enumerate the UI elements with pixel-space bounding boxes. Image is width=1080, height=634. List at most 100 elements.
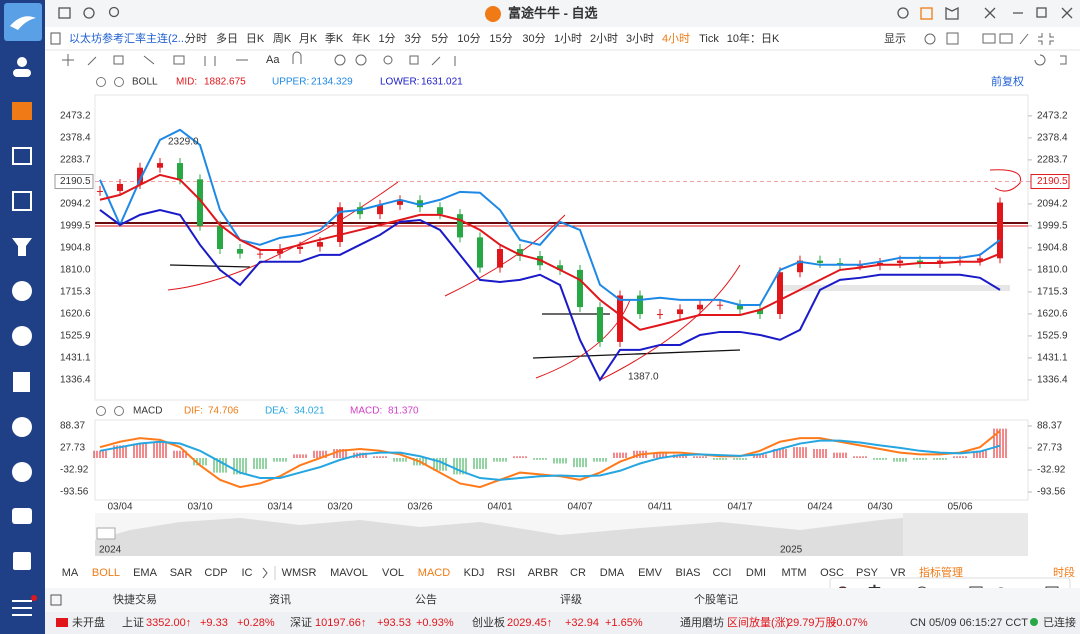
indicator-tab[interactable]: VOL [382, 567, 404, 579]
display-menu[interactable]: 显示 [884, 32, 906, 45]
candle [217, 225, 223, 250]
y-tick-label: 1904.8 [1037, 243, 1068, 254]
indicator-tab[interactable]: OSC [820, 567, 844, 579]
candle [717, 304, 723, 306]
status-cy-price: 2029.45↑ [507, 617, 552, 629]
candle [597, 307, 603, 342]
panel-toggle[interactable] [50, 32, 61, 45]
indicator-tab[interactable]: MA [62, 567, 79, 579]
timeframe-tab[interactable]: 5分 [431, 32, 448, 45]
title-icons[interactable] [58, 6, 1073, 20]
candle [697, 304, 703, 310]
boll-line [99, 208, 1001, 382]
annotation: 1387.0 [628, 372, 659, 383]
indicator-tab[interactable]: WMSR [282, 567, 317, 579]
y-tick-label: 2094.2 [60, 199, 91, 210]
y-tick-label: 1431.1 [1037, 353, 1068, 364]
indicator-tab[interactable]: CCI [713, 567, 732, 579]
bottom-tab[interactable]: 评级 [560, 593, 582, 606]
last-price-box [54, 174, 94, 190]
status-stock: 通用磨坊 [680, 615, 724, 629]
x-tick-label: 04/01 [487, 502, 512, 513]
x-tick-label: 03/04 [107, 502, 132, 513]
candle [677, 309, 683, 315]
indicator-tab[interactable]: EMV [638, 567, 663, 579]
y-tick-label: 1999.5 [1037, 221, 1068, 232]
indicator-tab[interactable]: MAVOL [330, 567, 368, 579]
timeframe-tab[interactable]: 3小时 [626, 32, 654, 45]
candle [397, 200, 403, 205]
navigator-window[interactable] [903, 513, 1028, 556]
timeframe-tab[interactable]: 2小时 [590, 32, 618, 45]
indicator-tab[interactable]: VR [890, 567, 905, 579]
bottom-tab[interactable]: 公告 [415, 593, 437, 606]
x-tick-label: 03/10 [187, 502, 212, 513]
y-tick-label: 1336.4 [1037, 375, 1068, 386]
indicator-tools[interactable] [96, 77, 124, 416]
annotation: 2329.0 [168, 137, 199, 148]
boll-lower-label: LOWER: [380, 77, 419, 88]
navigator-area [95, 518, 903, 556]
sidebar-icons[interactable] [12, 57, 37, 616]
candle [517, 249, 523, 256]
timeframe-tab[interactable]: 1分 [378, 32, 395, 45]
indicator-tab[interactable]: CR [570, 567, 586, 579]
indicator-tab[interactable]: CDP [204, 567, 227, 579]
timeframe-tab[interactable]: 日K [246, 33, 265, 45]
more-indicators[interactable] [262, 567, 268, 579]
x-tick-label: 04/24 [807, 502, 832, 513]
text-tool[interactable]: Aa [266, 54, 280, 66]
year-label: 2025 [780, 545, 803, 556]
indicator-tab[interactable]: MACD [418, 567, 450, 579]
x-tick-label: 03/26 [407, 502, 432, 513]
timeframe-tab[interactable]: Tick [699, 33, 719, 45]
app-title: 富途牛牛 - 自选 [508, 5, 598, 20]
timeframe-tab[interactable]: 3分 [404, 32, 421, 45]
indicator-tab[interactable]: MTM [781, 567, 806, 579]
y-tick-label: 1620.6 [1037, 309, 1068, 320]
timeframe-tab[interactable]: 30分 [522, 32, 545, 45]
bottom-tab[interactable]: 资讯 [269, 593, 291, 606]
dif-value: 74.706 [208, 406, 239, 417]
navigator-handle[interactable] [96, 527, 116, 540]
timeframe-tab[interactable]: 4小时 [662, 32, 690, 45]
indicator-tab[interactable]: SAR [170, 567, 193, 579]
indicator-tab[interactable]: DMI [746, 567, 766, 579]
y-tick-label: 1715.3 [1037, 287, 1068, 298]
timeframe-tab[interactable]: 1小时 [554, 32, 582, 45]
indicator-tab[interactable]: EMA [133, 567, 158, 579]
boll-mid: 1882.675 [204, 77, 246, 88]
candle [817, 260, 823, 263]
indicator-tab[interactable]: IC [242, 567, 253, 579]
status-cy: 创业板 [472, 615, 505, 629]
adjust-mode[interactable]: 前复权 [991, 74, 1024, 88]
timeframe-tab[interactable]: 多日 [216, 31, 238, 45]
symbol-name[interactable]: 以太坊参考汇率主连(2... [69, 31, 187, 45]
bottom-toggle[interactable] [50, 594, 62, 606]
status-clock: CN 05/09 06:15:27 CCT [910, 617, 1028, 629]
indicator-tab[interactable]: DMA [600, 567, 625, 579]
toolbar-icons[interactable] [924, 32, 1054, 45]
indicator-tab[interactable]: KDJ [464, 567, 485, 579]
indicator-tab[interactable]: 指标管理 [919, 565, 963, 579]
timeframe-tab[interactable]: 月K [299, 33, 318, 45]
candle [797, 260, 803, 273]
indicator-tab[interactable]: PSY [856, 567, 879, 579]
indicator-tab[interactable]: BOLL [92, 567, 120, 579]
timeframe-tab[interactable]: 10年：日K [727, 31, 780, 45]
status-conn: 已连接 [1043, 616, 1076, 629]
drawing-tools[interactable] [62, 51, 1067, 66]
indicator-tab[interactable]: RSI [497, 567, 515, 579]
timeframe-tab[interactable]: 周K [273, 32, 292, 45]
period-tab[interactable]: 时段 [1053, 565, 1075, 579]
timeframe-tab[interactable]: 分时 [185, 32, 207, 45]
bottom-tab[interactable]: 个股笔记 [694, 592, 738, 606]
timeframe-tab[interactable]: 年K [352, 31, 371, 45]
y-tick-label: 88.37 [60, 421, 85, 432]
indicator-tab[interactable]: BIAS [675, 567, 700, 579]
indicator-tab[interactable]: ARBR [528, 567, 559, 579]
timeframe-tab[interactable]: 季K [325, 32, 344, 45]
timeframe-tab[interactable]: 10分 [457, 32, 480, 45]
bottom-tab[interactable]: 快捷交易 [113, 592, 157, 606]
timeframe-tab[interactable]: 15分 [489, 32, 512, 45]
